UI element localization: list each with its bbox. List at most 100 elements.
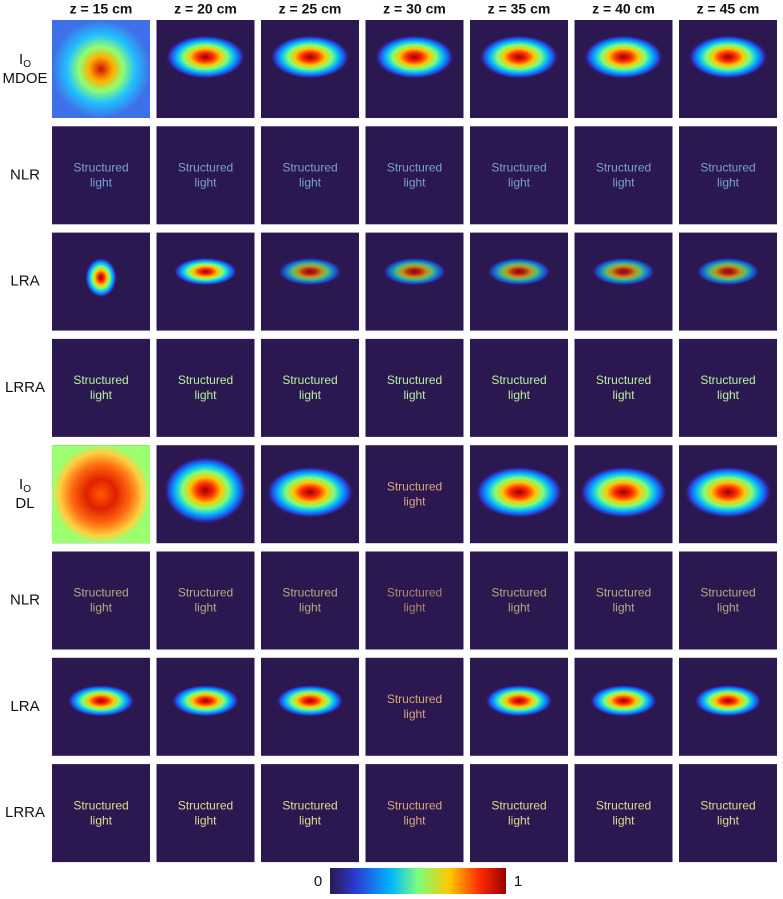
panel xyxy=(365,126,464,225)
panel-text: Structured xyxy=(491,586,546,600)
panel xyxy=(52,338,150,437)
panel-text: light xyxy=(194,388,217,402)
row-label: IO xyxy=(19,51,31,70)
panel-text: Structured xyxy=(387,692,442,706)
panel xyxy=(574,126,673,225)
panel xyxy=(679,764,777,863)
intensity xyxy=(479,35,559,79)
panel xyxy=(365,764,464,863)
panel xyxy=(679,126,777,225)
intensity xyxy=(173,257,238,286)
panel-text: light xyxy=(508,175,531,189)
panel-text: light xyxy=(717,175,740,189)
row-label: LRRA xyxy=(5,379,45,396)
intensity xyxy=(374,35,455,79)
panel-text: Structured xyxy=(491,798,546,812)
panel-text: light xyxy=(717,813,740,827)
panel-text: light xyxy=(508,601,531,615)
panel xyxy=(679,338,777,437)
panel xyxy=(261,551,359,650)
intensity xyxy=(52,445,150,544)
row-label: LRRA xyxy=(5,804,45,821)
panel-text: Structured xyxy=(73,160,128,174)
column-header: z = 40 cm xyxy=(592,1,655,17)
panel xyxy=(470,126,568,225)
intensity xyxy=(163,456,248,525)
column-header: z = 45 cm xyxy=(697,1,760,17)
panel-text: light xyxy=(90,601,113,615)
row-label: IO xyxy=(19,476,31,495)
panel-text: Structured xyxy=(178,373,233,387)
panel-text: light xyxy=(90,388,113,402)
panel-text: light xyxy=(299,388,322,402)
intensity xyxy=(696,257,760,286)
panel-text: light xyxy=(717,388,740,402)
panel xyxy=(261,764,359,863)
panel-text: light xyxy=(508,388,531,402)
panel-text: Structured xyxy=(282,798,337,812)
panel xyxy=(52,551,150,650)
panel-text: Structured xyxy=(73,373,128,387)
colorbar-min: 0 xyxy=(314,873,322,890)
row-label: MDOE xyxy=(3,70,48,87)
panel-text: Structured xyxy=(178,586,233,600)
row-label: NLR xyxy=(10,166,40,183)
panel-text: Structured xyxy=(596,373,651,387)
intensity xyxy=(684,466,772,519)
panel-text: light xyxy=(90,175,113,189)
row-label: LRA xyxy=(10,698,39,715)
panel xyxy=(156,764,255,863)
panel-text: light xyxy=(194,175,217,189)
panel-text: light xyxy=(403,707,426,721)
intensity xyxy=(52,20,150,118)
panel-text: light xyxy=(299,813,322,827)
row-subscript: O xyxy=(23,484,31,495)
intensity xyxy=(266,466,354,519)
intensity xyxy=(276,684,344,717)
intensity xyxy=(278,257,342,286)
intensity xyxy=(270,35,350,79)
intensity xyxy=(694,684,762,717)
panel-text: Structured xyxy=(700,798,755,812)
panel-text: light xyxy=(612,601,635,615)
row-symbol: I xyxy=(19,51,23,68)
intensity xyxy=(382,257,447,286)
column-header: z = 25 cm xyxy=(279,1,342,17)
row-subscript: O xyxy=(23,59,31,70)
intensity xyxy=(67,684,135,717)
panel-text: light xyxy=(299,175,322,189)
panel xyxy=(470,338,568,437)
panel xyxy=(156,551,255,650)
intensity xyxy=(475,466,563,519)
row-label: DL xyxy=(15,495,34,512)
panel xyxy=(679,551,777,650)
intensity xyxy=(85,257,117,298)
panel-text: Structured xyxy=(596,160,651,174)
panel-text: Structured xyxy=(178,160,233,174)
panel-text: light xyxy=(612,175,635,189)
intensity xyxy=(485,684,553,717)
panel-text: light xyxy=(403,388,426,402)
panel-text: Structured xyxy=(700,160,755,174)
panel-text: Structured xyxy=(596,798,651,812)
intensity xyxy=(171,684,240,717)
panel xyxy=(261,126,359,225)
column-header: z = 30 cm xyxy=(383,1,446,17)
panel-text: Structured xyxy=(700,586,755,600)
intensity xyxy=(688,35,768,79)
panel-text: Structured xyxy=(178,798,233,812)
intensity xyxy=(591,257,656,286)
colorbar xyxy=(330,868,506,894)
panel-text: Structured xyxy=(491,373,546,387)
panel xyxy=(470,551,568,650)
panel xyxy=(52,764,150,863)
panel-text: Structured xyxy=(387,373,442,387)
panel xyxy=(365,338,464,437)
panel-text: Structured xyxy=(491,160,546,174)
panel-text: Structured xyxy=(387,479,442,493)
panel xyxy=(365,657,464,756)
intensity xyxy=(589,684,658,717)
panel-text: Structured xyxy=(282,373,337,387)
panel-text: light xyxy=(194,813,217,827)
panel-text: light xyxy=(194,601,217,615)
